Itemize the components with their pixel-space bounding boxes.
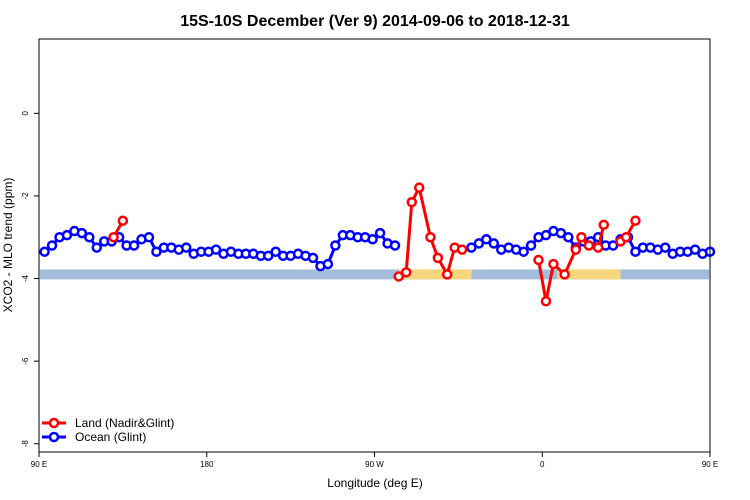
ocean-point <box>660 242 671 253</box>
land-point <box>592 242 604 253</box>
land-point <box>630 215 641 226</box>
ocean-point <box>488 238 500 249</box>
ocean-point <box>374 227 386 239</box>
land-point <box>441 269 453 280</box>
ocean-point <box>518 246 529 257</box>
land-point <box>559 269 570 280</box>
ocean-point <box>270 246 281 257</box>
y-tick-label: -6 <box>21 357 30 365</box>
ocean-point <box>466 242 477 253</box>
ocean-point <box>607 240 619 251</box>
ocean-point <box>46 240 58 251</box>
land-point <box>576 231 587 243</box>
ocean-point <box>91 242 103 253</box>
ocean-point <box>322 258 334 270</box>
legend-land-label: Land (Nadir&Glint) <box>75 416 174 430</box>
series-layer <box>39 182 716 307</box>
y-tick-label: -4 <box>21 274 30 282</box>
x-tick-label: 90 E <box>31 460 47 469</box>
legend-land-marker <box>48 417 60 429</box>
land-point <box>425 231 436 243</box>
ocean-point <box>389 240 401 251</box>
land-point <box>598 219 610 231</box>
ocean-point <box>61 229 73 241</box>
ocean-point <box>128 240 140 251</box>
y-tick-label: -2 <box>21 192 30 200</box>
ocean-point <box>481 234 492 245</box>
ocean-point <box>84 231 95 243</box>
land-point <box>548 258 559 270</box>
ocean-point <box>525 240 537 251</box>
x-axis-label: Longitude (deg E) <box>327 476 422 490</box>
x-tick-label: 90 E <box>702 460 718 469</box>
land-point <box>400 267 412 278</box>
axes: 90 E 180 90 W 0 90 E 0 -2 -4 -6 -8 <box>21 111 718 469</box>
ocean-point <box>76 227 88 239</box>
ocean-point <box>143 231 155 243</box>
land-point <box>620 231 632 243</box>
ocean-band <box>40 269 709 280</box>
ocean-point <box>367 234 378 245</box>
x-tick-label: 90 W <box>365 460 384 469</box>
ocean-point <box>540 229 552 241</box>
ocean-point <box>689 244 701 255</box>
ocean-point <box>210 244 222 255</box>
ocean-point <box>563 231 574 243</box>
ocean-point <box>39 246 50 257</box>
land-point <box>540 296 552 307</box>
x-tick-label: 180 <box>200 460 214 469</box>
plot-frame <box>38 38 711 453</box>
ocean-point <box>263 250 274 262</box>
chart-title: 15S-10S December (Ver 9) 2014-09-06 to 2… <box>180 13 570 30</box>
x-tick-label: 0 <box>540 460 545 469</box>
land-point <box>533 254 544 266</box>
land-point <box>456 244 468 255</box>
legend-ocean-marker <box>48 431 60 443</box>
ocean-point <box>630 246 641 257</box>
y-tick-label: -8 <box>21 440 30 448</box>
ocean-point <box>555 227 567 239</box>
land-point <box>393 271 404 282</box>
land-point <box>413 182 425 193</box>
land-point <box>570 244 582 255</box>
land-band <box>557 269 621 280</box>
legend-ocean-label: Ocean (Glint) <box>75 430 146 444</box>
land-point <box>108 231 119 243</box>
land-point <box>406 196 418 208</box>
y-tick-label: 0 <box>21 111 30 116</box>
ocean-point <box>180 242 192 253</box>
land-band <box>398 269 472 280</box>
ocean-point <box>330 240 341 251</box>
ocean-point <box>473 238 485 249</box>
legend: Land (Nadir&Glint) Ocean (Glint) <box>42 416 174 444</box>
ocean-point <box>307 252 319 264</box>
background-band <box>40 269 709 280</box>
ocean-point <box>151 246 162 257</box>
y-axis-label: XCO2 - MLO trend (ppm) <box>1 178 15 313</box>
land-point <box>117 215 129 226</box>
land-point <box>432 252 444 264</box>
land-point <box>583 240 595 251</box>
